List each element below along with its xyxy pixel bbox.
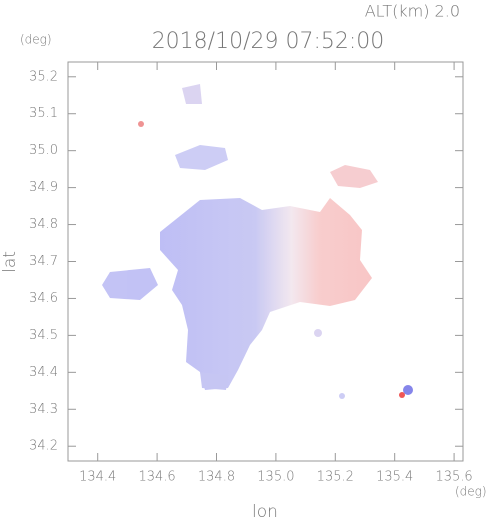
echo-region <box>330 165 378 188</box>
x-tick-label: 134.4 <box>79 470 116 485</box>
echo-spot <box>138 121 144 127</box>
y-tick-label: 34.7 <box>29 254 58 269</box>
y-tick-label: 35.2 <box>29 69 58 84</box>
y-tick-label: 34.8 <box>29 217 58 232</box>
y-tick-label: 34.5 <box>29 328 58 343</box>
echo-region <box>200 372 228 390</box>
x-tick-label: 134.6 <box>138 470 175 485</box>
echo-region <box>102 268 158 300</box>
x-tick-label: 135.6 <box>435 470 472 485</box>
y-unit: (deg) <box>20 33 52 47</box>
echo-spot <box>314 329 322 337</box>
echo-region <box>175 145 228 170</box>
y-tick-label: 35.1 <box>29 106 58 121</box>
echo-spot <box>339 393 345 399</box>
x-tick-label: 135.2 <box>317 470 354 485</box>
echo-spot <box>399 392 405 398</box>
echo-region <box>160 198 372 390</box>
x-tick-label: 135.0 <box>257 470 294 485</box>
altitude-label: ALT(km) 2.0 <box>365 2 460 21</box>
y-tick-label: 34.3 <box>29 402 58 417</box>
x-axis-label: lon <box>252 502 278 521</box>
y-axis-label: lat <box>0 251 20 273</box>
y-tick-label: 34.4 <box>29 365 58 380</box>
y-tick-label: 34.9 <box>29 180 58 195</box>
y-tick-label: 35.0 <box>29 143 58 158</box>
y-tick-label: 34.6 <box>29 291 58 306</box>
x-tick-label: 134.8 <box>198 470 235 485</box>
echo-region <box>182 84 202 104</box>
y-tick-label: 34.2 <box>29 439 58 454</box>
chart-title: 2018/10/29 07:52:00 <box>152 29 385 54</box>
x-unit: (deg) <box>455 485 487 499</box>
echo-spot <box>403 385 413 395</box>
x-tick-label: 135.4 <box>376 470 413 485</box>
velocity-field <box>102 84 413 399</box>
